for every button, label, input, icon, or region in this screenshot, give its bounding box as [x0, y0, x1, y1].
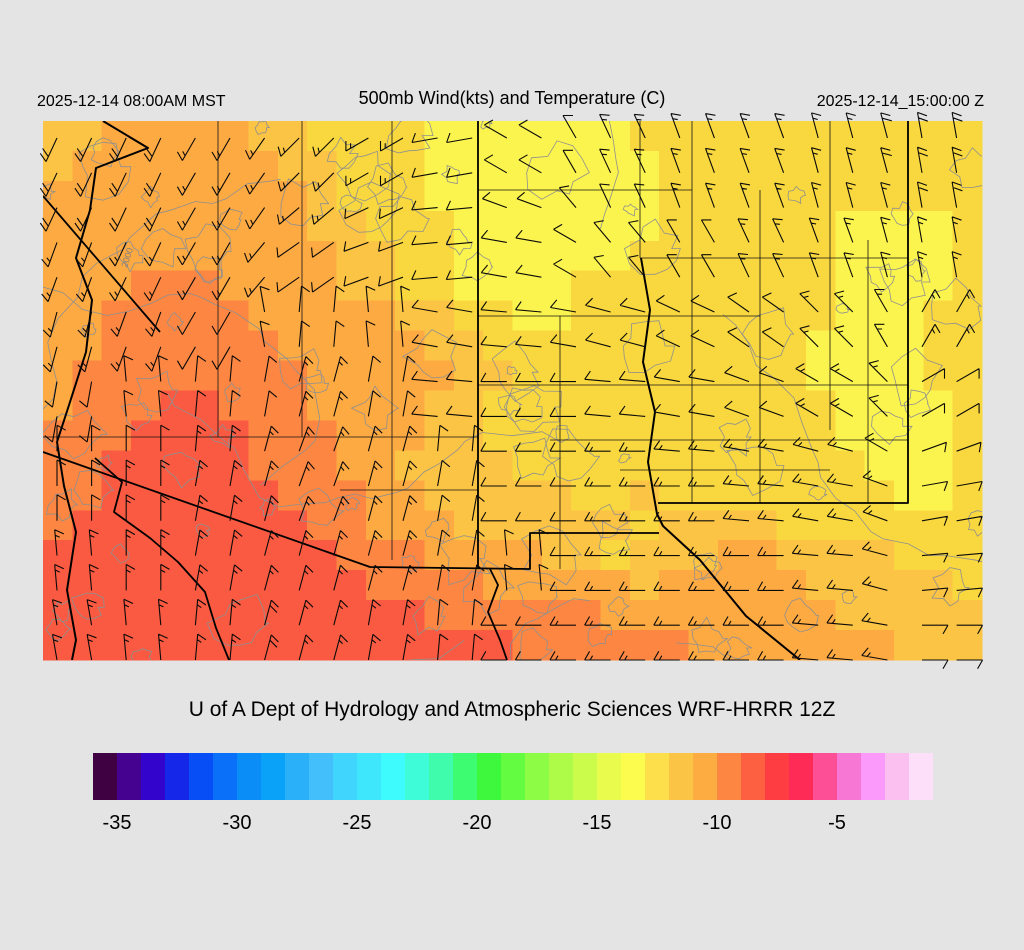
- wind-barbs: [39, 111, 984, 669]
- nm-tx-border: [658, 121, 909, 504]
- colorbar-cell: [573, 753, 597, 800]
- rio-grande-river: [640, 257, 801, 660]
- plot-title: 500mb Wind(kts) and Temperature (C): [358, 88, 666, 108]
- colorbar-tick-label: -25: [342, 812, 372, 834]
- az-mexico-border: [43, 451, 659, 570]
- colorbar-cell: [789, 753, 813, 800]
- colorbar-cell: [285, 753, 309, 800]
- colorbar-cell: [141, 753, 165, 800]
- colorbar-cell: [189, 753, 213, 800]
- colorbar-cell: [645, 753, 669, 800]
- colorbar-cell: [309, 753, 333, 800]
- colorbar-cell: [501, 753, 525, 800]
- colorbar-cell: [549, 753, 573, 800]
- colorbar-cell: [357, 753, 381, 800]
- colorbar-cell: [813, 753, 837, 800]
- colorbar-cell: [405, 753, 429, 800]
- colorbar: [93, 753, 933, 800]
- colorbar-cell: [741, 753, 765, 800]
- colorbar-cell: [477, 753, 501, 800]
- colorbar-cell: [333, 753, 357, 800]
- temperature-field: [43, 121, 983, 661]
- state-boundaries-and-rivers: [43, 121, 909, 660]
- san-pedro-river: [487, 568, 508, 660]
- colorbar-tick-label: -30: [222, 812, 252, 834]
- colorbar-cell: [93, 753, 117, 800]
- colorbar-tick-label: -10: [702, 812, 732, 834]
- colorbar-cell: [237, 753, 261, 800]
- colorbar-cell: [165, 753, 189, 800]
- gila-river: [94, 457, 230, 660]
- county-lines: [43, 121, 908, 569]
- colorbar-cell: [261, 753, 285, 800]
- caption: U of A Dept of Hydrology and Atmospheric…: [188, 698, 836, 721]
- colorbar-cell: [765, 753, 789, 800]
- colorbar-tick-label: -20: [462, 812, 492, 834]
- colorbar-cell: [909, 753, 933, 800]
- colorbar-cell: [717, 753, 741, 800]
- colorbar-cell: [381, 753, 405, 800]
- colorbar-cell: [213, 753, 237, 800]
- colorbar-tick-label: -5: [828, 812, 846, 834]
- colorbar-cell: [621, 753, 645, 800]
- valid-time-utc: 2025-12-14_15:00:00 Z: [816, 93, 984, 110]
- colorbar-cell: [429, 753, 453, 800]
- colorbar-cell: [693, 753, 717, 800]
- ca-nv-state-border: [43, 195, 161, 333]
- colorbar-tick-label: -15: [582, 812, 612, 834]
- colorbar-cell: [861, 753, 885, 800]
- colorbar-cell: [597, 753, 621, 800]
- colorbar-tick-label: -35: [102, 812, 132, 834]
- colorado-river: [56, 121, 149, 660]
- colorbar-cell: [117, 753, 141, 800]
- valid-time-local: 2025-12-14 08:00AM MST: [37, 93, 226, 110]
- colorbar-cell: [453, 753, 477, 800]
- colorbar-cell: [525, 753, 549, 800]
- colorbar-cell: [885, 753, 909, 800]
- colorbar-cell: [669, 753, 693, 800]
- colorbar-cell: [837, 753, 861, 800]
